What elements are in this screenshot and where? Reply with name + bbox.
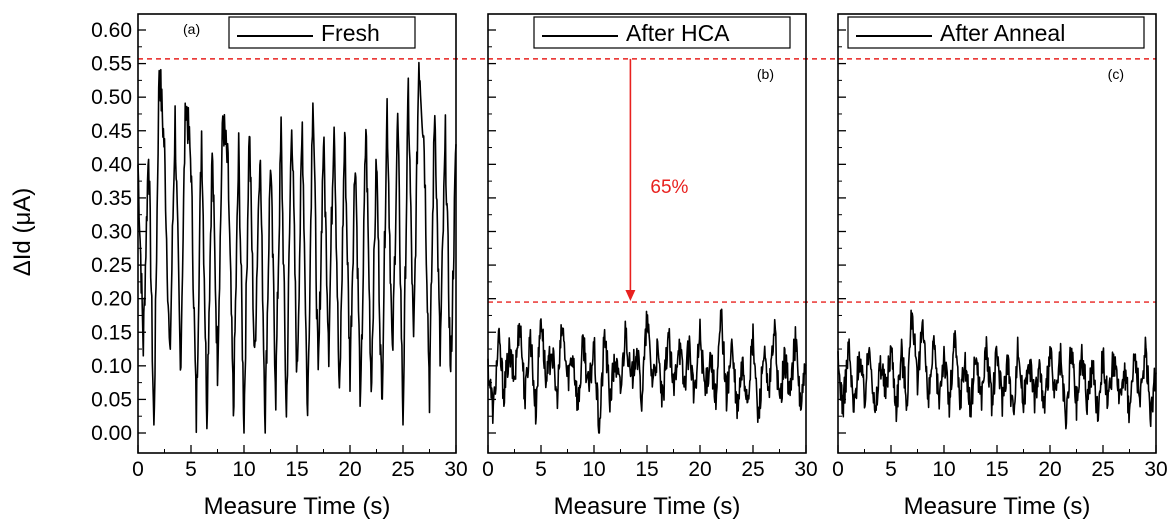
x-tick-label: 25 xyxy=(741,458,764,481)
x-axis-title: Measure Time (s) xyxy=(904,493,1091,520)
panel-after-anneal-series xyxy=(838,310,1156,428)
legend-label: Fresh xyxy=(321,20,380,46)
x-axis-title: Measure Time (s) xyxy=(204,493,391,520)
y-tick-label: 0.55 xyxy=(91,53,132,76)
panel-after-anneal-ticks: 0 5 10 15 20 25 30 xyxy=(832,30,1168,481)
x-tick-label: 10 xyxy=(232,458,255,481)
series-line xyxy=(138,63,456,433)
y-tick-label: 0.25 xyxy=(91,254,132,277)
x-tick-label: 15 xyxy=(285,458,308,481)
x-tick-label: 0 xyxy=(832,458,844,481)
series-line xyxy=(838,310,1156,428)
y-tick-label: 0.50 xyxy=(91,86,132,109)
panel-after-hca: 0 5 10 15 20 25 30 After HCA (b) Measure Time … xyxy=(482,14,838,520)
y-tick-label: 0.20 xyxy=(91,288,132,311)
x-tick-label: 20 xyxy=(1038,458,1061,481)
y-tick-label: 0.05 xyxy=(91,388,132,411)
panel-fresh-series xyxy=(138,63,456,433)
y-tick-label: 0.45 xyxy=(91,120,132,143)
legend-after-hca: After HCA xyxy=(534,17,790,48)
x-tick-label: 20 xyxy=(338,458,361,481)
arrow-head xyxy=(625,290,635,301)
x-tick-label: 5 xyxy=(885,458,897,481)
y-tick-label: 0.60 xyxy=(91,19,132,42)
panel-after-hca-ticks: 0 5 10 15 20 25 30 xyxy=(482,30,818,481)
panel-fresh: 0.00 0.05 0.10 0.15 0.20 0.25 0.30 0.35 0.40 0.45… xyxy=(91,14,488,520)
y-tick-label: 0.30 xyxy=(91,221,132,244)
panel-after-hca-series xyxy=(488,309,806,433)
x-tick-label: 5 xyxy=(185,458,197,481)
legend-after-anneal: After Anneal xyxy=(848,17,1144,48)
x-tick-label: 20 xyxy=(688,458,711,481)
y-tick-label: 0.00 xyxy=(91,422,132,445)
series-line xyxy=(488,309,806,433)
y-tick-label: 0.40 xyxy=(91,153,132,176)
x-tick-label: 15 xyxy=(635,458,658,481)
reduction-label: 65% xyxy=(650,177,688,198)
legend-label: After Anneal xyxy=(940,20,1065,46)
x-tick-label: 0 xyxy=(482,458,494,481)
panel-after-anneal: 0 5 10 15 20 25 30 After Anneal (c) Measure Ti… xyxy=(832,14,1168,520)
x-tick-label: 30 xyxy=(444,458,467,481)
y-tick-label: 0.15 xyxy=(91,321,132,344)
x-tick-label: 0 xyxy=(132,458,144,481)
y-axis-title: ΔId (μA) xyxy=(9,188,36,277)
x-tick-label: 25 xyxy=(1091,458,1114,481)
x-tick-label: 15 xyxy=(985,458,1008,481)
y-tick-label: 0.10 xyxy=(91,355,132,378)
x-tick-label: 10 xyxy=(932,458,955,481)
legend-fresh: Fresh xyxy=(229,17,415,48)
panel-tag: (c) xyxy=(1108,66,1124,82)
x-axis-title: Measure Time (s) xyxy=(554,493,741,520)
x-tick-label: 5 xyxy=(535,458,547,481)
x-tick-label: 30 xyxy=(794,458,817,481)
y-tick-label: 0.35 xyxy=(91,187,132,210)
panel-tag: (a) xyxy=(183,21,200,37)
reduction-arrow: 65% xyxy=(625,59,688,301)
panel-tag: (b) xyxy=(757,66,774,82)
x-tick-label: 10 xyxy=(582,458,605,481)
x-tick-label: 30 xyxy=(1144,458,1167,481)
x-tick-label: 25 xyxy=(391,458,414,481)
legend-label: After HCA xyxy=(626,20,730,46)
panel-after-anneal-reference-lines xyxy=(838,59,1156,302)
